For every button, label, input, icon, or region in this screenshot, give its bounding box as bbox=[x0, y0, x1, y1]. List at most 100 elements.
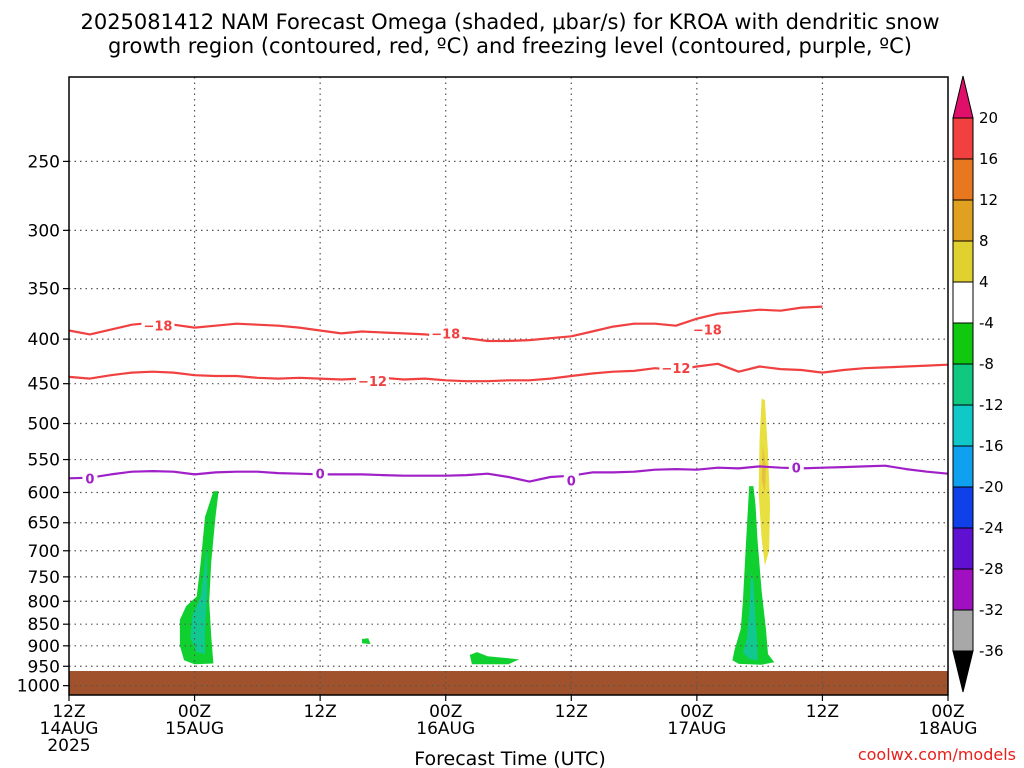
omega-region-2 bbox=[190, 545, 208, 655]
colorbar-label-1: 20 bbox=[979, 109, 998, 127]
y-tick-label-400: 400 bbox=[28, 330, 60, 350]
y-tick-label-350: 350 bbox=[28, 280, 60, 300]
contour-label-8: 0 bbox=[567, 474, 576, 489]
contour-label-bg-5 bbox=[659, 360, 693, 377]
plot-border bbox=[68, 76, 949, 696]
y-tick-label-250: 250 bbox=[28, 152, 60, 172]
credit-text: coolwx.com/models bbox=[858, 745, 1016, 764]
x-tick-label-2-line1: 12Z bbox=[304, 702, 337, 722]
y-tick-label-650: 650 bbox=[28, 514, 60, 534]
contour-label-bg-2 bbox=[429, 325, 463, 342]
contour-label-2: −18 bbox=[431, 327, 460, 342]
y-tick-label-900: 900 bbox=[28, 637, 60, 657]
surface-layer bbox=[69, 671, 948, 695]
colorbar-band-11 bbox=[952, 527, 974, 570]
colorbar-band-3 bbox=[952, 199, 974, 242]
x-tick-label-3-line2: 16AUG bbox=[416, 719, 475, 739]
colorbar-band-4 bbox=[952, 240, 974, 283]
chart-title-line2: growth region (contoured, red, ºC) and f… bbox=[108, 34, 912, 58]
colorbar-band-13 bbox=[952, 609, 974, 652]
x-tick-label-6-line1: 12Z bbox=[806, 702, 839, 722]
colorbar-label-4: 8 bbox=[979, 232, 989, 250]
x-tick-label-7-line1: 00Z bbox=[931, 702, 964, 722]
x-tick-label-0-line2: 14AUG bbox=[40, 719, 99, 739]
y-tick-label-1000: 1000 bbox=[17, 677, 60, 697]
colorbar: 20 16 12 8 4 -4 -8 -12 -16 -20 -24 -28 -32 -36 bbox=[952, 75, 1004, 693]
y-tick-label-700: 700 bbox=[28, 542, 60, 562]
contour-label-7: 0 bbox=[316, 468, 325, 483]
omega-region-5 bbox=[732, 486, 775, 665]
contour-label-bg-3 bbox=[690, 321, 724, 338]
omega-shading-layer bbox=[179, 398, 775, 665]
colorbar-label-14: -36 bbox=[979, 642, 1004, 660]
colorbar-band-8 bbox=[952, 404, 974, 447]
colorbar-band-6 bbox=[952, 322, 974, 365]
x-tick-label-0-line3: 2025 bbox=[47, 736, 90, 756]
x-tick-label-5-line1: 00Z bbox=[680, 702, 713, 722]
contour-label-bg-1 bbox=[141, 317, 175, 334]
contour-label-6: 0 bbox=[85, 472, 94, 487]
contour-label-4: −12 bbox=[358, 375, 387, 390]
contour-label-3: −18 bbox=[693, 324, 722, 339]
omega-region-3 bbox=[362, 638, 371, 645]
y-tick-label-550: 550 bbox=[28, 451, 60, 471]
omega-region-8 bbox=[761, 445, 766, 493]
y-tick-label-450: 450 bbox=[28, 375, 60, 395]
colorbar-band-1 bbox=[952, 117, 974, 160]
x-tick-label-0-line1: 12Z bbox=[52, 702, 85, 722]
grid-layer bbox=[69, 77, 948, 695]
contour-line-minus12 bbox=[68, 362, 949, 383]
y-tick-label-950: 950 bbox=[28, 657, 60, 677]
contour-label-1: −18 bbox=[143, 320, 172, 335]
y-tick-label-800: 800 bbox=[28, 592, 60, 612]
colorbar-label-7: -8 bbox=[979, 355, 994, 373]
y-tick-label-500: 500 bbox=[28, 415, 60, 435]
omega-region-4 bbox=[469, 652, 519, 665]
x-axis-title: Forecast Time (UTC) bbox=[414, 748, 605, 768]
colorbar-label-3: 12 bbox=[979, 191, 998, 209]
y-axis: 2503003504004505005506006507007508008509… bbox=[17, 152, 69, 697]
x-tick-label-1-line1: 00Z bbox=[178, 702, 211, 722]
surface-ground bbox=[69, 671, 948, 695]
contour-label-bg-4 bbox=[355, 373, 389, 390]
colorbar-band-7 bbox=[952, 363, 974, 406]
y-tick-label-750: 750 bbox=[28, 568, 60, 588]
x-tick-label-5-line2: 17AUG bbox=[667, 719, 726, 739]
contour-label-bg-9 bbox=[788, 459, 804, 476]
omega-region-6 bbox=[742, 571, 758, 661]
x-tick-label-4-line1: 12Z bbox=[555, 702, 588, 722]
contour-label-9: 0 bbox=[792, 462, 801, 477]
colorbar-band-5 bbox=[952, 281, 974, 324]
colorbar-band-9 bbox=[952, 445, 974, 488]
y-tick-label-850: 850 bbox=[28, 615, 60, 635]
colorbar-band-2 bbox=[952, 158, 974, 201]
y-tick-label-300: 300 bbox=[28, 221, 60, 241]
x-tick-label-7-line2: 18AUG bbox=[919, 719, 978, 739]
contour-label-layer: −18 −18 −18 −12 −12 0 0 0 0 bbox=[82, 317, 804, 489]
colorbar-label-13: -32 bbox=[979, 601, 1004, 619]
colorbar-label-6: -4 bbox=[979, 314, 994, 332]
colorbar-band-12 bbox=[952, 568, 974, 611]
colorbar-label-11: -24 bbox=[979, 519, 1004, 537]
omega-region-1 bbox=[179, 491, 219, 665]
chart-title-line1: 2025081412 NAM Forecast Omega (shaded, μ… bbox=[80, 10, 939, 34]
contour-label-bg-8 bbox=[563, 472, 579, 489]
colorbar-label-10: -20 bbox=[979, 478, 1004, 496]
y-tick-label-600: 600 bbox=[28, 483, 60, 503]
contour-label-bg-7 bbox=[312, 465, 328, 482]
x-tick-label-3-line1: 00Z bbox=[429, 702, 462, 722]
colorbar-label-5: 4 bbox=[979, 273, 989, 291]
x-tick-label-1-line2: 15AUG bbox=[165, 719, 224, 739]
contour-label-bg-6 bbox=[82, 470, 98, 487]
colorbar-label-2: 16 bbox=[979, 150, 998, 168]
colorbar-label-9: -16 bbox=[979, 437, 1004, 455]
colorbar-bottom-arrow bbox=[952, 650, 974, 693]
contour-label-5: −12 bbox=[661, 362, 690, 377]
colorbar-band-10 bbox=[952, 486, 974, 529]
colorbar-label-12: -28 bbox=[979, 560, 1004, 578]
plot-frame-layer bbox=[68, 76, 949, 696]
colorbar-label-8: -12 bbox=[979, 396, 1004, 414]
